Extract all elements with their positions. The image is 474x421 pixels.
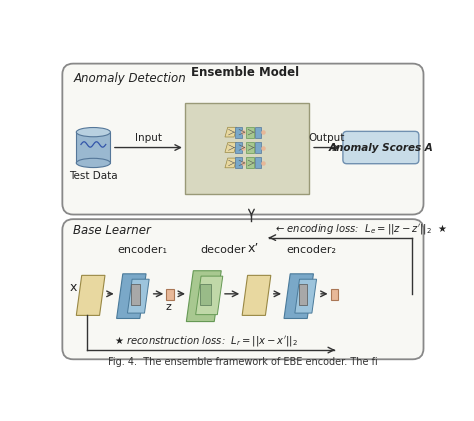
Text: Test Data: Test Data — [69, 171, 118, 181]
Bar — [330, 289, 338, 300]
Text: ★ reconstruction loss:  $L_r = ||x - x'||_2$: ★ reconstruction loss: $L_r = ||x - x'||… — [113, 334, 297, 348]
Polygon shape — [196, 276, 223, 314]
Bar — [246, 127, 254, 138]
Bar — [246, 142, 254, 153]
Polygon shape — [128, 279, 149, 313]
Text: Anomaly Detection: Anomaly Detection — [73, 72, 186, 85]
Bar — [255, 142, 261, 153]
Polygon shape — [242, 275, 271, 315]
FancyBboxPatch shape — [343, 131, 419, 164]
Bar — [299, 284, 307, 305]
Polygon shape — [225, 127, 237, 137]
Ellipse shape — [76, 158, 110, 168]
Text: encoder₂: encoder₂ — [286, 245, 336, 256]
Bar — [236, 157, 242, 168]
Polygon shape — [295, 279, 317, 313]
Bar — [246, 157, 254, 168]
Bar — [76, 132, 110, 163]
Text: Input: Input — [135, 133, 162, 143]
Text: x’: x’ — [247, 242, 259, 256]
Text: x: x — [70, 281, 77, 294]
Text: Output: Output — [309, 133, 345, 143]
FancyBboxPatch shape — [63, 219, 423, 359]
FancyBboxPatch shape — [63, 64, 423, 215]
Bar — [255, 157, 261, 168]
Polygon shape — [225, 158, 237, 168]
Text: encoder₁: encoder₁ — [117, 245, 167, 256]
Bar — [255, 127, 261, 138]
Polygon shape — [225, 143, 237, 152]
Bar — [236, 142, 242, 153]
Text: Base Learner: Base Learner — [73, 224, 151, 237]
Text: ← encoding loss:  $L_e = ||z - z'||_2$  ★: ← encoding loss: $L_e = ||z - z'||_2$ ★ — [275, 222, 447, 236]
Text: z: z — [165, 302, 172, 312]
Bar — [131, 284, 140, 305]
Bar — [166, 289, 174, 300]
Text: decoder: decoder — [201, 245, 246, 256]
Polygon shape — [117, 274, 146, 318]
Bar — [201, 284, 211, 305]
Polygon shape — [76, 275, 105, 315]
Text: Fig. 4.  The ensemble framework of EBE encoder. The fi: Fig. 4. The ensemble framework of EBE en… — [108, 357, 378, 367]
Bar — [236, 127, 242, 138]
Text: Ensemble Model: Ensemble Model — [191, 66, 299, 79]
Text: Anomaly Scores A: Anomaly Scores A — [328, 143, 433, 152]
Bar — [185, 103, 309, 194]
Polygon shape — [284, 274, 313, 318]
Ellipse shape — [76, 128, 110, 137]
Polygon shape — [186, 271, 221, 322]
